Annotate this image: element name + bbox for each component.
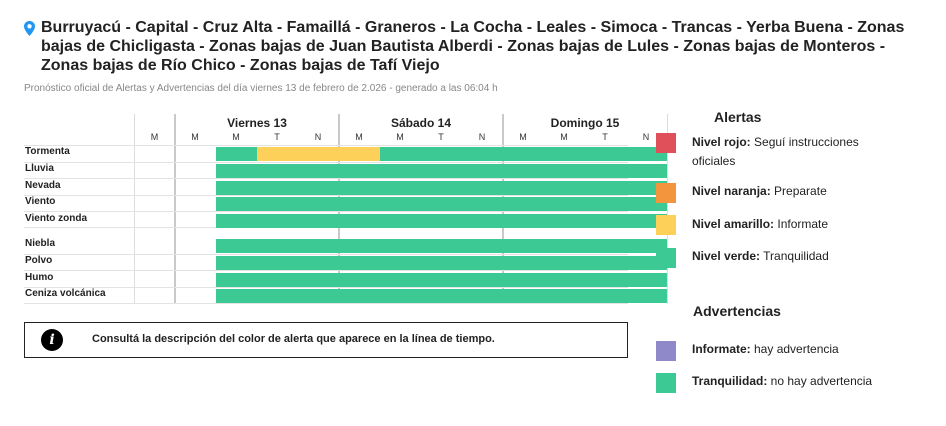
legend-warning-swatch [656,341,676,361]
row-label: Polvo [25,255,53,266]
alert-bar [216,197,667,211]
grid-divider [667,114,668,304]
row-divider [24,178,628,179]
alerts-title: Alertas [714,109,762,125]
slot-label: M [150,132,159,142]
day-divider [174,114,176,304]
alert-timeline: M Viernes 13 M M T N Sábado 14 M M T N Domingo 15 M M… [24,114,668,304]
legend-alert-label: Nivel verde: Tranquilidad [692,249,829,263]
row-label: Lluvia [25,163,54,174]
slot-label: T [438,132,444,142]
day-name: Viernes 13 [227,116,287,130]
alert-bar [339,147,380,161]
legend-alert-label: Nivel naranja: Preparate [692,184,827,198]
row-label: Viento [25,196,56,207]
row-label: Niebla [25,238,56,249]
legend-warning-label: Tranquilidad: no hay advertencia [692,374,873,388]
row-label: Viento zonda [25,213,88,224]
row-divider [24,287,628,288]
page-header: Burruyacú - Capital - Cruz Alta - Famail… [24,18,924,94]
day-name: Sábado 14 [390,116,452,130]
info-text: Consultá la descripción del color de ale… [92,333,495,345]
day-name: Domingo 15 [550,116,620,130]
row-divider [24,303,628,304]
slot-label: N [478,132,486,142]
slot-label: T [602,132,608,142]
alert-bar [216,181,667,195]
alert-bar [257,147,339,161]
row-label: Tormenta [25,146,70,157]
alert-bar [216,239,667,253]
row-divider [24,162,628,163]
slot-label: M [560,132,568,142]
slot-label: M [355,132,363,142]
row-label: Ceniza volcánica [25,288,106,299]
page-title: Burruyacú - Capital - Cruz Alta - Famail… [41,19,905,74]
slot-label: T [274,132,280,142]
alert-bar [216,256,667,270]
row-divider [24,195,628,196]
legend-alert-swatch [656,248,676,268]
alert-bar [380,147,667,161]
alert-bar [216,273,667,287]
info-icon: i [41,329,63,351]
slot-label: M [232,132,240,142]
forecast-subtitle: Pronóstico oficial de Alertas y Adverten… [24,83,498,94]
row-divider [24,145,628,146]
legend-alert-swatch [656,215,676,235]
slot-label: N [642,132,650,142]
legend-warning-label: Informate: hay advertencia [692,342,839,356]
location-pin-icon [24,21,35,36]
legend-alert-swatch [656,183,676,203]
alert-bar [216,289,667,303]
warnings-title: Advertencias [693,303,781,319]
row-label: Nevada [25,180,61,191]
row-label: Humo [25,272,54,283]
legend-alert-swatch [656,133,676,153]
row-divider [24,270,628,271]
alert-bar [216,214,667,228]
info-box: i Consultá la descripción del color de a… [24,322,628,358]
legend-alert-label: Nivel rojo: Seguí instrucciones oficiale… [692,135,859,168]
slot-label: M [191,132,199,142]
alert-bar [216,164,667,178]
alert-bar [216,147,257,161]
row-divider [24,211,628,212]
slot-label: N [314,132,322,142]
slot-label: M [519,132,527,142]
slot-label: M [396,132,404,142]
legend-warning-swatch [656,373,676,393]
legend-alert-label: Nivel amarillo: Informate [692,217,829,231]
grid-divider [134,114,135,304]
row-divider [24,254,628,255]
